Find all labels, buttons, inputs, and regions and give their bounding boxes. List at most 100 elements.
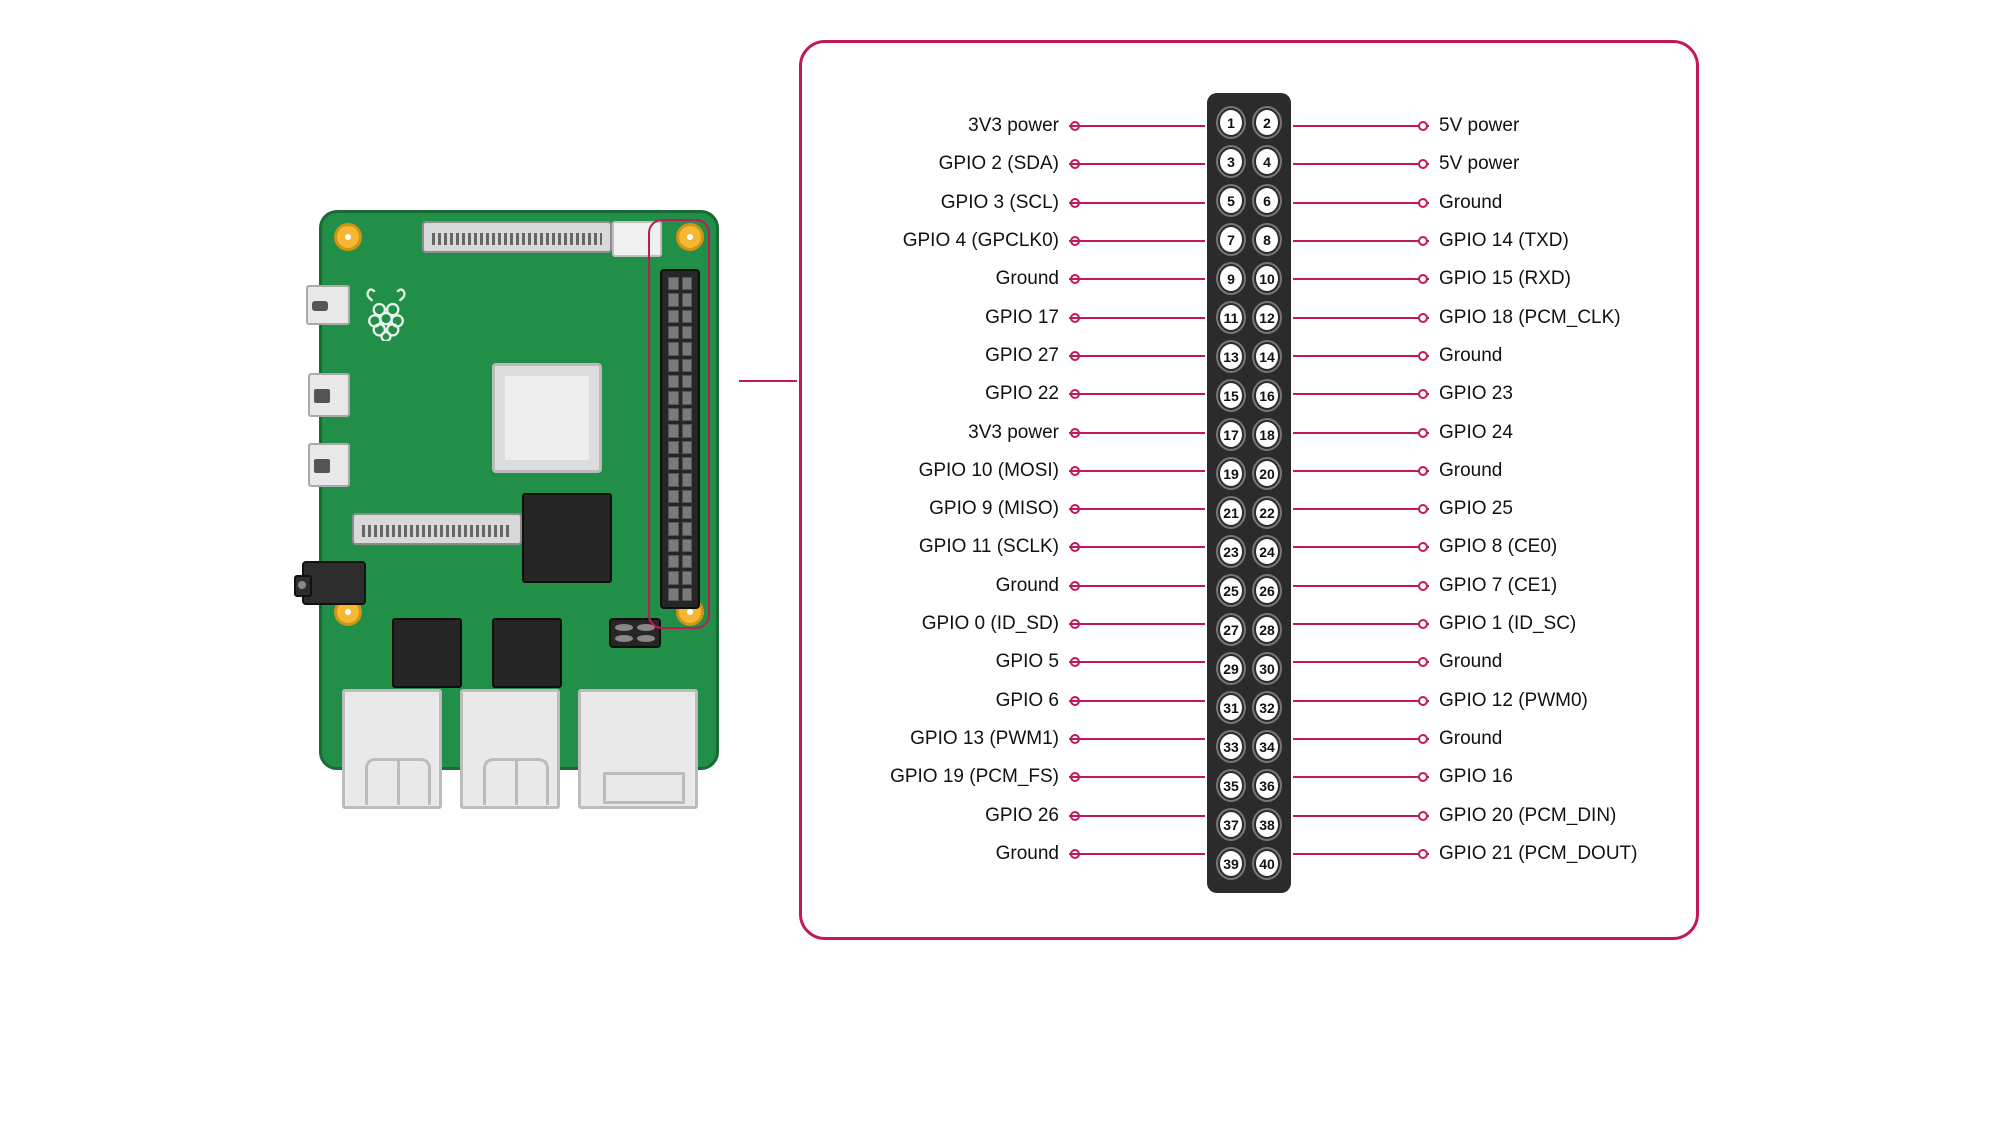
dsi-connector-icon xyxy=(352,513,522,545)
usb-c-port-icon xyxy=(306,285,350,325)
leader-dot-icon xyxy=(1418,159,1428,169)
leader-dot-icon xyxy=(1418,351,1428,361)
leader-dot-icon xyxy=(1418,274,1428,284)
chip-icon xyxy=(392,618,462,688)
pin-row: GPIO 13 (PWM1) Ground xyxy=(802,720,1696,758)
callout-highlight xyxy=(648,219,710,629)
pin-label-right: GPIO 25 xyxy=(1439,498,1513,520)
leader-line xyxy=(1069,163,1205,165)
pin-label-left: GPIO 10 (MOSI) xyxy=(919,460,1059,482)
pin-label-right: Ground xyxy=(1439,728,1502,750)
leader-line xyxy=(1293,163,1429,165)
leader-line xyxy=(1293,776,1429,778)
leader-dot-icon xyxy=(1418,734,1428,744)
pin-label-right: Ground xyxy=(1439,192,1502,214)
leader-line xyxy=(1069,815,1205,817)
micro-hdmi-port-icon xyxy=(308,443,350,487)
csi-connector-icon xyxy=(422,221,612,253)
leader-line xyxy=(1069,202,1205,204)
leader-line xyxy=(1069,508,1205,510)
leader-line xyxy=(1293,853,1429,855)
pin-row: GroundGPIO 21 (PCM_DOUT) xyxy=(802,835,1696,873)
leader-line xyxy=(1069,240,1205,242)
leader-dot-icon xyxy=(1418,696,1428,706)
leader-line xyxy=(1293,240,1429,242)
pin-row: GPIO 27 Ground xyxy=(802,337,1696,375)
pin-label-left: GPIO 17 xyxy=(985,307,1059,329)
pin-row: Ground GPIO 15 (RXD) xyxy=(802,260,1696,298)
pin-row: GPIO 2 (SDA) 5V power xyxy=(802,145,1696,183)
leader-line xyxy=(1293,470,1429,472)
usb-a-port-icon xyxy=(342,689,442,809)
pin-row: GPIO 22 GPIO 23 xyxy=(802,375,1696,413)
pinout-panel: 1234567891011121314151617181920212223242… xyxy=(799,40,1699,940)
pin-label-right: Ground xyxy=(1439,345,1502,367)
mount-hole-icon xyxy=(334,223,362,251)
leader-line xyxy=(1069,432,1205,434)
pin-row: GPIO 26GPIO 20 (PCM_DIN) xyxy=(802,796,1696,834)
pin-row: GPIO 4 (GPCLK0)GPIO 14 (TXD) xyxy=(802,222,1696,260)
pin-label-left: GPIO 2 (SDA) xyxy=(939,153,1059,175)
leader-line xyxy=(1293,546,1429,548)
pin-label-left: Ground xyxy=(996,843,1059,865)
pin-label-left: GPIO 22 xyxy=(985,383,1059,405)
pin-label-right: GPIO 7 (CE1) xyxy=(1439,575,1557,597)
leader-dot-icon xyxy=(1418,811,1428,821)
pin-row: GPIO 0 (ID_SD)GPIO 1 (ID_SC) xyxy=(802,605,1696,643)
usb-a-port-icon xyxy=(460,689,560,809)
pin-label-right: Ground xyxy=(1439,651,1502,673)
pin-rows: 3V3 power5V powerGPIO 2 (SDA)5V powerGPI… xyxy=(802,93,1696,887)
pin-label-left: GPIO 11 (SCLK) xyxy=(919,536,1059,558)
leader-dot-icon xyxy=(1418,849,1428,859)
audio-jack-icon xyxy=(302,561,366,605)
pin-label-right: GPIO 24 xyxy=(1439,422,1513,444)
pin-label-left: 3V3 power xyxy=(968,115,1059,137)
leader-line xyxy=(1293,700,1429,702)
pin-label-right: 5V power xyxy=(1439,153,1519,175)
leader-line xyxy=(1293,393,1429,395)
pi-pcb xyxy=(319,210,719,770)
pin-row: GPIO 10 (MOSI)Ground xyxy=(802,452,1696,490)
leader-dot-icon xyxy=(1418,236,1428,246)
leader-line xyxy=(1069,278,1205,280)
pin-row: GroundGPIO 7 (CE1) xyxy=(802,567,1696,605)
leader-line xyxy=(1293,355,1429,357)
leader-line xyxy=(1069,738,1205,740)
leader-dot-icon xyxy=(1418,657,1428,667)
leader-dot-icon xyxy=(1418,313,1428,323)
leader-line xyxy=(1293,202,1429,204)
leader-dot-icon xyxy=(1418,542,1428,552)
pin-label-left: GPIO 6 xyxy=(996,690,1059,712)
leader-line xyxy=(1069,125,1205,127)
pin-label-left: GPIO 19 (PCM_FS) xyxy=(890,766,1059,788)
pin-label-left: GPIO 13 (PWM1) xyxy=(910,728,1059,750)
leader-line xyxy=(1293,815,1429,817)
leader-line xyxy=(1293,432,1429,434)
leader-line xyxy=(1069,853,1205,855)
pin-label-left: GPIO 0 (ID_SD) xyxy=(922,613,1059,635)
soc-chip-icon xyxy=(492,363,602,473)
pin-label-left: GPIO 27 xyxy=(985,345,1059,367)
pin-row: GPIO 19 (PCM_FS)GPIO 16 xyxy=(802,758,1696,796)
leader-line xyxy=(1069,393,1205,395)
leader-line xyxy=(1293,585,1429,587)
leader-line xyxy=(1293,738,1429,740)
leader-dot-icon xyxy=(1418,121,1428,131)
pin-label-right: GPIO 18 (PCM_CLK) xyxy=(1439,307,1621,329)
leader-line xyxy=(1293,317,1429,319)
leader-dot-icon xyxy=(1418,772,1428,782)
raspberry-logo-icon xyxy=(362,285,410,341)
pin-label-right: GPIO 12 (PWM0) xyxy=(1439,690,1588,712)
leader-line xyxy=(1293,661,1429,663)
pin-label-left: Ground xyxy=(996,268,1059,290)
leader-dot-icon xyxy=(1418,466,1428,476)
pin-label-right: GPIO 14 (TXD) xyxy=(1439,230,1569,252)
pin-row: GPIO 6 GPIO 12 (PWM0) xyxy=(802,681,1696,719)
pin-label-right: GPIO 23 xyxy=(1439,383,1513,405)
pin-row: 3V3 powerGPIO 24 xyxy=(802,413,1696,451)
pin-label-right: GPIO 15 (RXD) xyxy=(1439,268,1571,290)
leader-dot-icon xyxy=(1418,389,1428,399)
ethernet-port-icon xyxy=(578,689,698,809)
leader-line xyxy=(1069,470,1205,472)
leader-line xyxy=(1069,355,1205,357)
